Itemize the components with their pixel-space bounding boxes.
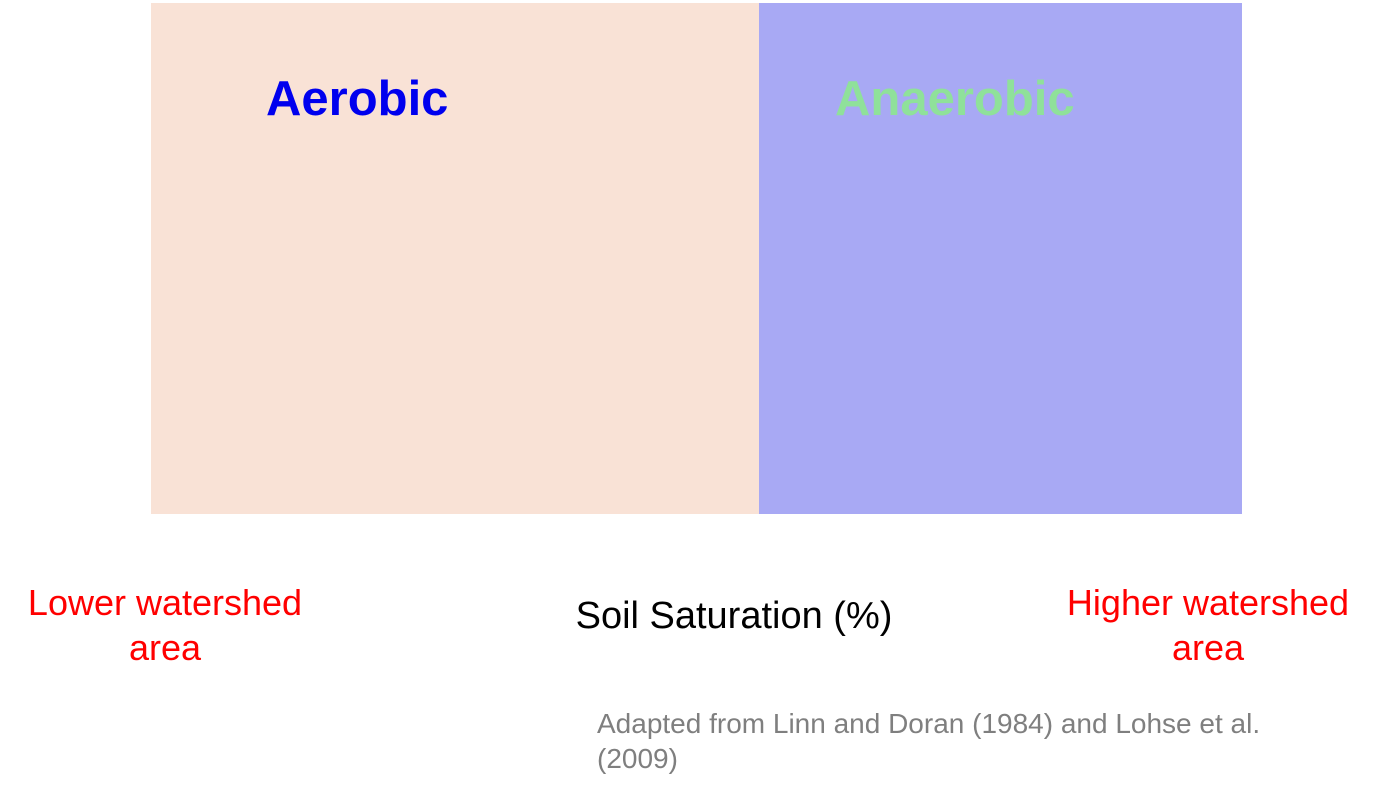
anaerobic-label: Anaerobic bbox=[835, 72, 1075, 126]
aerobic-zone: Aerobic bbox=[151, 3, 759, 514]
aerobic-label: Aerobic bbox=[266, 72, 449, 126]
lower-watershed-label: Lower watershed area bbox=[27, 582, 303, 668]
source-citation: Adapted from Linn and Doran (1984) and L… bbox=[597, 708, 1261, 774]
axis-label: Soil Saturation (%) bbox=[575, 595, 893, 637]
anaerobic-zone: Anaerobic bbox=[759, 3, 1242, 514]
higher-watershed-label: Higher watershed area bbox=[1066, 582, 1350, 668]
